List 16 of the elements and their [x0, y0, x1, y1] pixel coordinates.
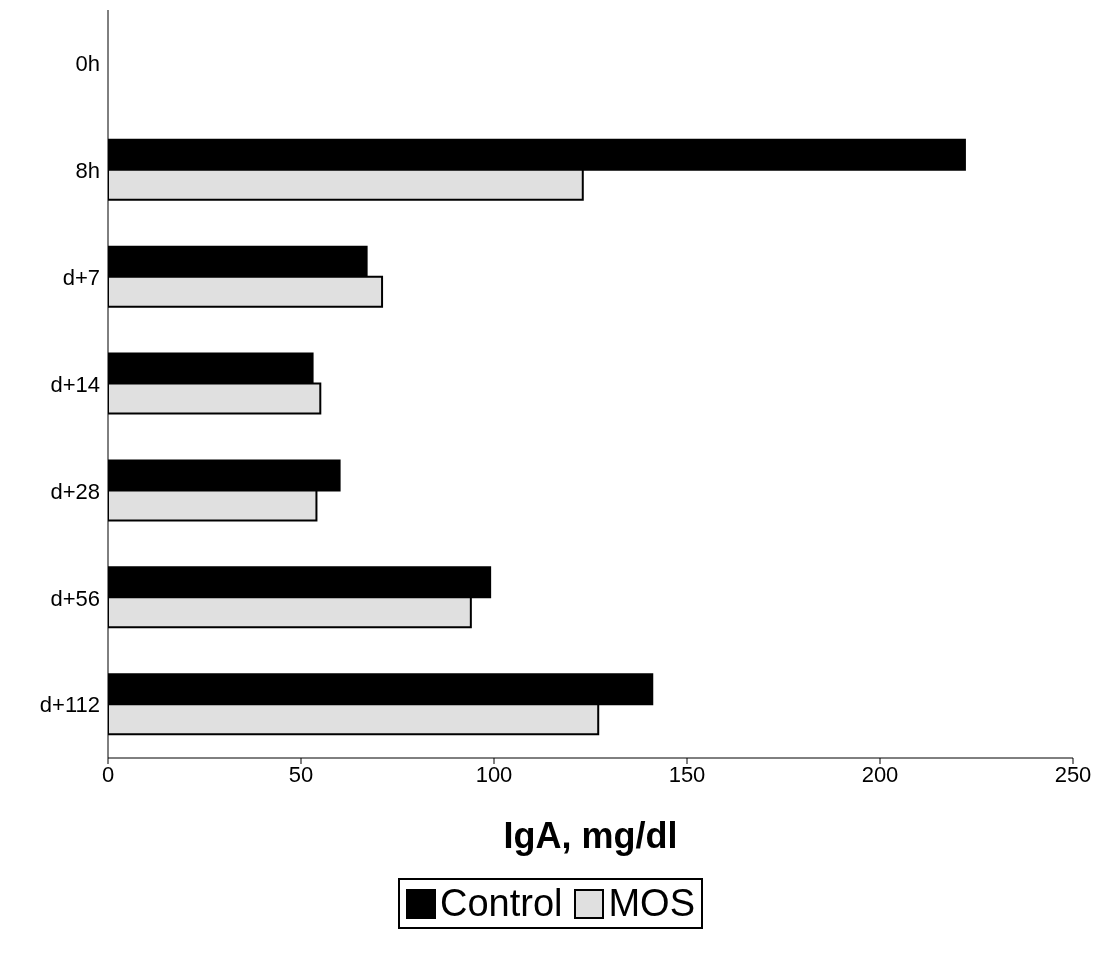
x-tick-label: 50: [288, 761, 314, 787]
x-tick-label: 0: [101, 761, 115, 787]
y-tick-label: d+14: [50, 371, 100, 397]
x-tick-label: 250: [1054, 761, 1092, 787]
x-axis-title: IgA, mg/dl: [503, 815, 678, 856]
legend-label: Control: [438, 882, 563, 925]
y-tick-label: 0h: [75, 51, 100, 77]
x-tick-label: 150: [668, 761, 706, 787]
x-tick-label: 100: [475, 761, 513, 787]
y-tick-label: d+7: [62, 264, 100, 290]
y-tick-label: d+56: [50, 585, 100, 611]
y-tick-label: d+112: [39, 692, 100, 718]
y-tick-label: 8h: [75, 158, 100, 184]
y-tick-label: d+28: [50, 478, 100, 504]
x-tick-label: 200: [861, 761, 899, 787]
legend-label: MOS: [607, 882, 696, 925]
